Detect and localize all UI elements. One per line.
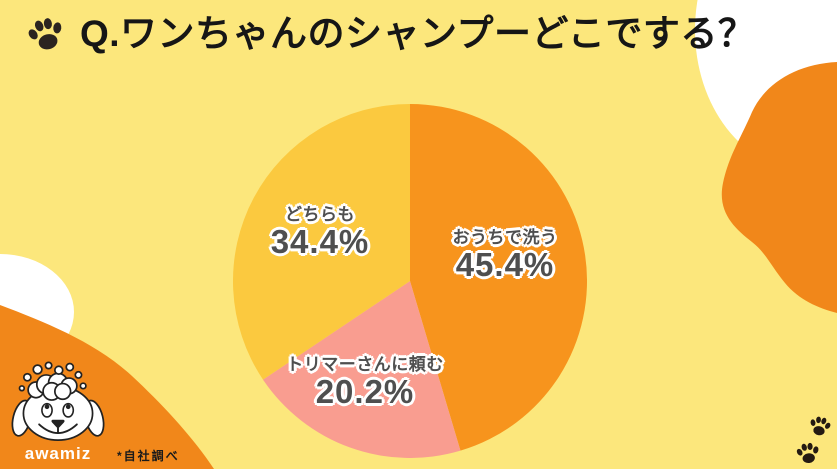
brand-logo-text: awamiz — [24, 444, 92, 463]
awamiz-dog-mascot — [11, 361, 105, 442]
slice-label: トリマーさんに頼む — [286, 355, 444, 374]
pie-chart-svg — [233, 104, 587, 458]
pie-slice-0 — [410, 104, 587, 451]
survey-note: *自社調べ — [117, 449, 180, 463]
pie-chart — [233, 104, 587, 458]
slice-value: 34.4% — [270, 223, 370, 260]
pie-slice-2 — [233, 104, 410, 380]
page-title: Q.ワンちゃんのシャンプーどこでする？ — [80, 13, 756, 54]
slice-value: 45.4% — [455, 246, 555, 283]
pie-label-both: どちらも 34.4% — [230, 204, 410, 258]
paw-print-icon — [24, 14, 68, 55]
paw-print-icon — [794, 441, 822, 465]
pie-label-home: おうちで洗う 45.4% — [415, 227, 595, 281]
slice-label: おうちで洗う — [452, 228, 558, 247]
title-bar: Q.ワンちゃんのシャンプーどこでする？ — [24, 13, 826, 55]
pie-slice-1 — [262, 281, 461, 458]
pie-label-trimmer: トリマーさんに頼む 20.2% — [275, 354, 455, 408]
paw-print-icon — [807, 414, 833, 438]
slice-value: 20.2% — [315, 373, 415, 410]
slice-label: どちらも — [285, 205, 355, 224]
